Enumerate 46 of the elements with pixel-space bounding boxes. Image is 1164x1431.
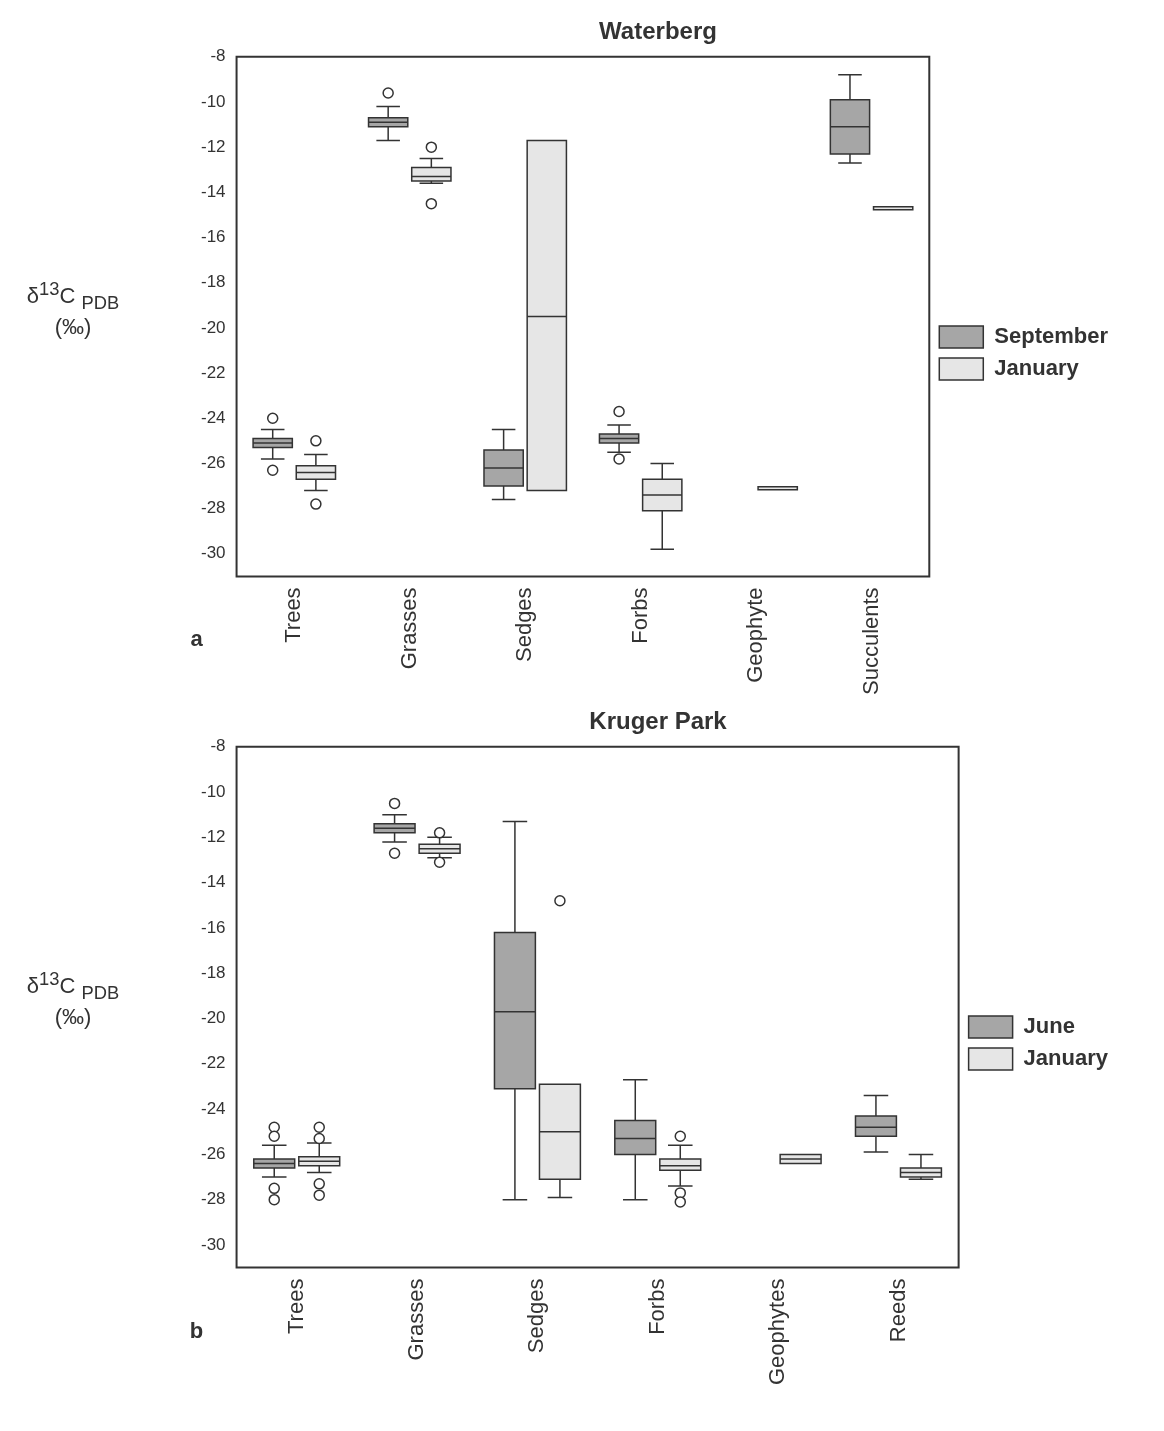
y-tick-label: -18 (200, 272, 226, 292)
y-tick-label: -8 (210, 46, 226, 66)
y-tick-label: -28 (200, 498, 226, 518)
chart-title: Waterberg (599, 17, 717, 45)
legend-label: January (1023, 1045, 1109, 1071)
y-tick-label: -24 (200, 407, 226, 427)
legend-label: June (1023, 1013, 1075, 1039)
y-tick-label: -30 (200, 1234, 226, 1254)
x-tick-label: Geophyte (742, 587, 768, 683)
y-tick-label: -10 (200, 91, 226, 111)
y-axis-title: δ$^{13}$C $_{PDB}$ (‰) (25, 278, 121, 340)
x-tick-label: Geophytes (764, 1278, 790, 1385)
y-tick-label: -10 (200, 781, 226, 801)
text: b (189, 1317, 204, 1343)
y-tick-label: -20 (200, 317, 226, 337)
y-tick-label: -24 (200, 1098, 226, 1118)
y-tick-label: -16 (200, 227, 226, 247)
y-tick-label: -26 (200, 453, 226, 473)
legend-label: September (994, 323, 1109, 349)
y-tick-label: -14 (200, 182, 226, 202)
y-tick-label: -14 (200, 872, 226, 892)
y-tick-label: -18 (200, 962, 226, 982)
x-tick-label: Trees (280, 587, 306, 643)
y-tick-label: -20 (200, 1008, 226, 1028)
y-tick-label: -26 (200, 1144, 226, 1164)
x-tick-label: Succulents (857, 587, 883, 696)
x-tick-label: Reeds (884, 1278, 910, 1343)
chart-title: Kruger Park (589, 707, 728, 735)
x-tick-label: Forbs (643, 1278, 669, 1335)
text: a (190, 626, 204, 652)
x-tick-label: Sedges (523, 1278, 549, 1354)
y-tick-label: -28 (200, 1189, 226, 1209)
x-tick-label: Grasses (403, 1278, 429, 1361)
x-tick-label: Forbs (626, 587, 652, 644)
legend-label: January (994, 355, 1080, 381)
y-tick-label: -8 (210, 736, 226, 756)
x-tick-label: Sedges (511, 587, 537, 663)
y-tick-label: -22 (200, 362, 226, 382)
y-axis-title: δ$^{13}$C $_{PDB}$ (‰) (25, 968, 121, 1030)
y-tick-label: -16 (200, 917, 226, 937)
x-tick-label: Trees (282, 1278, 308, 1335)
y-tick-label: -22 (200, 1053, 226, 1073)
y-tick-label: -12 (200, 136, 226, 156)
x-tick-label: Grasses (395, 587, 421, 670)
y-tick-label: -12 (200, 827, 226, 847)
y-tick-label: -30 (200, 543, 226, 563)
